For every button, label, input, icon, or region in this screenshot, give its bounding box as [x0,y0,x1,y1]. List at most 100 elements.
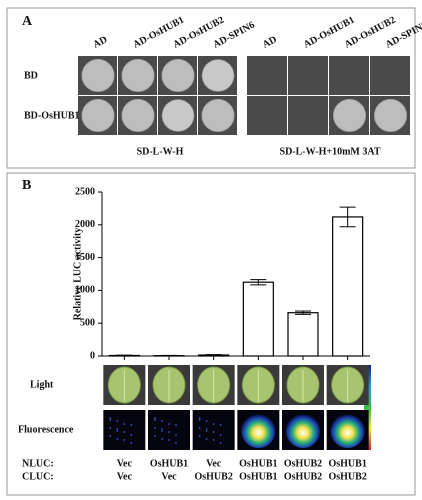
bar [332,216,364,357]
nluc-label: OsHUB2 [284,458,322,469]
signal-dot [198,417,201,419]
signal [286,414,320,448]
nluc-label: OsHUB1 [239,458,277,469]
signal-dot [109,435,112,437]
signal-dot [123,431,126,433]
plate-cell [329,56,369,95]
nluc-label: Vec [117,458,133,469]
signal-dot [130,442,133,444]
panel-a-frame [6,7,416,169]
y-tick-label: 500 [80,317,95,328]
signal-dot [219,424,222,426]
signal-dot [161,420,163,422]
plate-cell [288,56,328,95]
yeast-spot [161,59,195,92]
yeast-spot [121,99,155,132]
fluorescence-image [148,410,190,450]
y-axis-label: Relative LUC activity [72,228,83,321]
yeast-spot [333,99,366,132]
signal-dot [212,423,215,425]
signal-dot [123,423,126,425]
cluc-label: OsHUB2 [284,471,322,482]
signal-dot [205,430,208,432]
plate-cell [370,56,410,95]
signal-dot [205,428,208,430]
nluc-label: OsHUB1 [328,458,366,469]
fluorescence-image [103,410,146,450]
plate-cell [247,96,287,135]
cluc-label: Vec [117,471,133,482]
yeast-spot [81,59,115,92]
signal-dot [168,431,170,433]
yeast-spot [81,99,115,132]
signal-dot [219,442,222,444]
yeast-spot [201,99,235,132]
signal-dot [109,427,112,429]
cluc-label: OsHUB2 [328,471,366,482]
signal-dot [109,419,112,421]
column-label: AD [261,34,279,50]
cluc-label: OsHUB1 [239,471,277,482]
yeast-spot [161,99,195,132]
nluc-label: OsHUB1 [150,458,188,469]
row-label: BD-OsHUB1 [24,110,80,121]
cluc-label: Vec [161,471,177,482]
caption: SD-L-W-H+10mM 3AT [280,146,381,157]
image-row-label: Fluorescence [18,424,74,435]
signal-dot [116,420,119,422]
bar [242,281,274,357]
image-row-label: Light [30,379,54,390]
signal-dot [154,417,156,419]
signal-dot [154,427,156,429]
plate-cell [247,56,287,95]
plate-cell [288,96,328,135]
signal-dot [198,427,201,429]
signal-dot [130,424,133,426]
yeast-spot [374,99,407,132]
signal-dot [212,439,215,441]
y-tick-label: 2500 [75,186,95,197]
yeast-spot [201,59,235,92]
signal [330,414,365,448]
signal-dot [161,430,163,432]
column-label: AD [91,34,109,50]
panel-label: A [22,14,33,29]
signal-dot [116,428,119,430]
cluc-label: OsHUB2 [194,471,232,482]
signal-dot [198,435,201,437]
signal-dot [175,424,177,426]
signal-dot [168,439,170,441]
signal-dot [123,439,126,441]
y-tick-label: 2000 [75,219,95,230]
y-tick-label: 1500 [75,252,95,263]
bar [287,312,319,357]
signal-dot [168,423,170,425]
signal-dot [154,419,156,421]
y-tick-label: 1000 [75,285,95,296]
signal-dot [175,434,177,436]
signal-dot [116,438,119,440]
signal-dot [198,419,201,421]
construct-label: NLUC: [22,458,54,469]
signal-dot [154,435,156,437]
signal-dot [205,438,208,440]
color-scale [364,365,371,450]
signal-dot [175,442,177,444]
signal-dot [161,428,163,430]
yeast-spot [121,59,155,92]
signal-dot [212,431,215,433]
panel-b-frame [6,172,416,496]
signal-dot [161,438,163,440]
signal-dot [130,434,133,436]
panel-label: B [22,178,31,193]
signal-dot [109,417,112,419]
signal-dot [205,420,208,422]
signal-dot [116,430,119,432]
row-label: BD [24,70,38,81]
caption: SD-L-W-H [137,146,184,157]
y-tick-label: 0 [90,350,95,361]
nluc-label: Vec [206,458,222,469]
signal-dot [219,434,222,436]
signal [241,414,276,448]
